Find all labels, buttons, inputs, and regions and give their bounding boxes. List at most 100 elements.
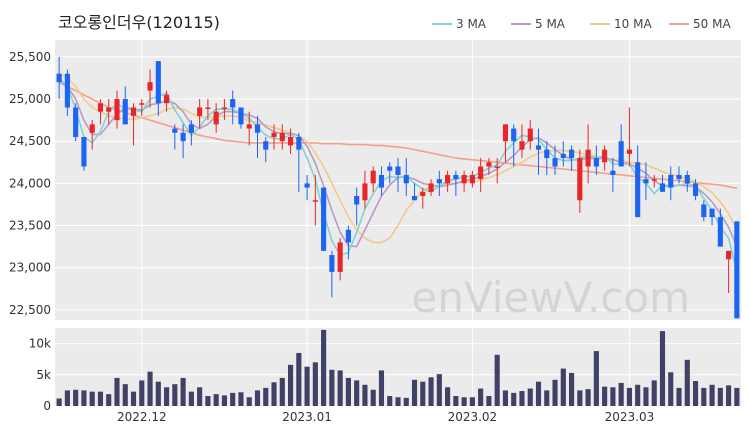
price-tick-label: 25,000 xyxy=(9,92,51,106)
x-tick-label: 2023.02 xyxy=(448,410,498,424)
candle xyxy=(89,120,95,150)
candle xyxy=(552,145,558,175)
volume-bar xyxy=(469,397,475,406)
candle xyxy=(726,250,732,294)
candle-body xyxy=(81,136,87,167)
candle-body xyxy=(511,128,517,142)
volume-bar xyxy=(560,368,566,406)
candle xyxy=(164,90,170,112)
volume-bar xyxy=(494,354,500,406)
candle xyxy=(734,221,740,319)
candle-body xyxy=(97,103,104,112)
candle xyxy=(420,187,426,209)
volume-bar xyxy=(114,377,120,406)
candle-body xyxy=(676,174,682,180)
volume-bar xyxy=(478,388,484,406)
candle-body xyxy=(73,107,79,137)
candle-body xyxy=(701,204,707,218)
candle xyxy=(403,158,409,197)
volume-bar xyxy=(726,385,732,406)
candle xyxy=(411,183,418,201)
candle-body xyxy=(329,255,335,272)
candle-body xyxy=(411,196,418,201)
candle xyxy=(370,166,376,192)
candle-body xyxy=(436,179,442,184)
volume-bar xyxy=(230,392,236,406)
candle xyxy=(296,132,302,192)
candle xyxy=(263,136,269,163)
candle-body xyxy=(395,166,401,175)
candle-body xyxy=(254,124,261,133)
candle xyxy=(238,107,244,129)
candle-body xyxy=(387,166,393,171)
volume-bar xyxy=(279,377,285,406)
volume-bar xyxy=(569,372,575,406)
candle-body xyxy=(527,128,533,142)
candle-body xyxy=(461,174,467,184)
volume-bar xyxy=(676,387,682,406)
candle-body xyxy=(230,99,236,108)
volume-bar xyxy=(304,366,310,406)
candle xyxy=(544,141,550,175)
volume-bar xyxy=(312,362,318,406)
ma50-line xyxy=(58,81,738,190)
candle xyxy=(130,103,137,146)
candle xyxy=(436,170,442,197)
candle-body xyxy=(221,107,227,109)
volume-bar xyxy=(97,391,104,406)
candle-body xyxy=(296,136,302,150)
candle xyxy=(618,124,624,167)
volume-bar xyxy=(502,390,509,406)
candle xyxy=(312,174,318,226)
volume-bar xyxy=(585,389,591,406)
candle-body xyxy=(577,158,583,201)
volume-bar xyxy=(155,381,161,406)
candle-body xyxy=(469,174,475,184)
volume-bar xyxy=(73,389,79,406)
candle xyxy=(453,170,459,197)
candle xyxy=(287,128,294,154)
candle xyxy=(321,187,327,251)
volume-bar xyxy=(486,396,492,406)
volume-bar xyxy=(527,388,533,406)
price-tick-label: 25,500 xyxy=(9,50,51,64)
candle-body xyxy=(122,99,128,125)
ma5-legend-label: 5 MA xyxy=(535,17,566,31)
candle-body xyxy=(519,141,525,150)
candle-body xyxy=(89,124,95,133)
volume-bar xyxy=(659,331,666,406)
candle-body xyxy=(552,158,558,167)
volume-bar xyxy=(411,379,418,406)
candle-body xyxy=(445,174,451,184)
candle xyxy=(651,174,657,188)
volume-bar xyxy=(453,396,459,406)
candle-body xyxy=(428,183,434,192)
volume-bar xyxy=(535,381,542,406)
volume-bar xyxy=(709,384,715,406)
volume-bar xyxy=(205,396,211,406)
candle xyxy=(469,170,475,188)
candle xyxy=(569,145,575,171)
candle xyxy=(271,124,277,150)
candle-body xyxy=(147,82,153,91)
volume-bar xyxy=(387,396,393,406)
candle-body xyxy=(271,132,277,137)
price-tick-label: 24,000 xyxy=(9,176,51,190)
volume-bar xyxy=(221,395,227,406)
volume-panel: 0 5k 10k 2022.12 2023.01 2023.02 2023.03 xyxy=(29,328,741,424)
candle xyxy=(64,69,70,116)
candle xyxy=(337,238,343,281)
candle xyxy=(106,99,112,125)
volume-bar xyxy=(428,377,434,406)
volume-bar xyxy=(180,377,186,406)
candle xyxy=(684,170,690,192)
watermark: enViewV.com xyxy=(412,273,691,322)
x-tick-label: 2023.03 xyxy=(605,410,655,424)
candle xyxy=(73,103,79,142)
candle-body xyxy=(263,141,269,150)
candle-body xyxy=(139,103,145,105)
volume-bar xyxy=(602,386,608,406)
volume-bar xyxy=(246,397,252,406)
candle xyxy=(502,124,509,163)
candle-body xyxy=(453,174,459,180)
